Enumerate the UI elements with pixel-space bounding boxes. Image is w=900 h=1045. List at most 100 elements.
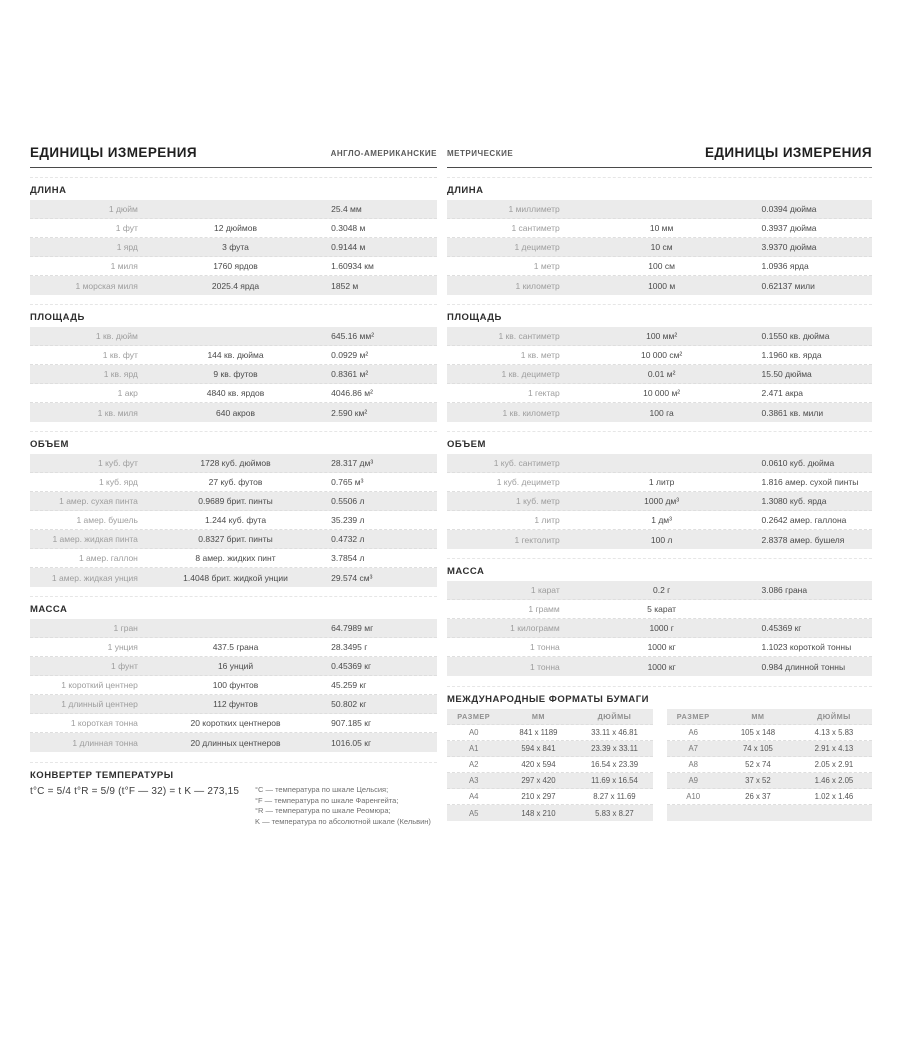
value-cell: 2.8378 амер. бушеля: [761, 534, 845, 545]
section-title: КОНВЕРТЕР ТЕМПЕРАТУРЫ: [30, 770, 174, 781]
unit-section: ПЛОЩАДЬ 1 кв. сантиметр 100 мм² 0.1550 кв. …: [447, 304, 872, 422]
page-subtitle-metric: МЕТРИЧЕСКИЕ: [447, 149, 514, 158]
unit-name-cell: 1 километр: [515, 280, 560, 291]
section-title: ПЛОЩАДЬ: [447, 312, 502, 323]
section-title: МАССА: [447, 566, 485, 577]
table-row: 1 унция 437.5 грана 28.3495 г: [30, 638, 437, 657]
conversion-cell: 1760 ярдов: [213, 261, 258, 271]
inch-cell: 8.27 x 11.69: [593, 792, 636, 801]
conversion-cell: 100 мм²: [646, 331, 678, 341]
paper-header-row: РАЗМЕР ММ ДЮЙМЫ: [447, 709, 653, 725]
temperature-note: °F — температура по шкале Фаренгейта;: [255, 795, 399, 805]
right-page-header: МЕТРИЧЕСКИЕ ЕДИНИЦЫ ИЗМЕРЕНИЯ: [447, 145, 872, 168]
unit-name-cell: 1 кв. дюйм: [95, 331, 138, 341]
table-row: 1 короткая тонна 20 коротких центнеров 907…: [30, 714, 437, 733]
table-row: 1 килограмм 1000 г 0.45369 кг: [447, 619, 872, 638]
unit-table: 1 кв. сантиметр 100 мм² 0.1550 кв. дюйма 1 …: [447, 327, 872, 422]
unit-name-cell: 1 кв. километр: [502, 407, 560, 418]
table-row: 1 километр 1000 м 0.62137 мили: [447, 276, 872, 295]
left-page: ЕДИНИЦЫ ИЗМЕРЕНИЯ АНГЛО-АМЕРИКАНСКИЕ ДЛИ…: [30, 145, 437, 827]
conversion-cell: 112 фунтов: [213, 699, 258, 709]
section-title: МАССА: [30, 604, 68, 615]
unit-name-cell: 1 сантиметр: [511, 223, 560, 233]
inch-cell: 1.02 x 1.46: [814, 792, 854, 801]
value-cell: 4046.86 м²: [331, 388, 373, 398]
value-cell: 0.1550 кв. дюйма: [761, 331, 830, 341]
table-row: 1 дюйм 25.4 мм: [30, 200, 437, 219]
unit-name-cell: 1 кв. метр: [520, 350, 560, 360]
conversion-cell: 1000 кг: [647, 642, 676, 652]
value-cell: 0.9144 м: [331, 242, 366, 252]
unit-name-cell: 1 амер. жидкая унция: [51, 572, 138, 583]
paper-table-a6-a10: РАЗМЕР ММ ДЮЙМЫ A6 105 x 148 4.13 x 5.83 A7 74 …: [666, 709, 872, 821]
mm-cell: 52 x 74: [745, 760, 771, 769]
unit-name-cell: 1 миля: [110, 261, 138, 271]
value-cell: 0.0394 дюйма: [761, 204, 817, 214]
unit-table: 1 карат 0.2 г 3.086 грана 1 грамм 5 карат 1 к…: [447, 581, 872, 676]
inch-cell: 11.69 x 16.54: [591, 776, 638, 785]
paper-header-cell: РАЗМЕР: [676, 712, 710, 721]
conversion-cell: 10 см: [650, 242, 673, 252]
inch-cell: 1.46 x 2.05: [814, 776, 854, 785]
conversion-cell: 144 кв. дюйма: [207, 350, 264, 360]
value-cell: 0.2642 амер. галлона: [761, 515, 847, 525]
unit-name-cell: 1 дециметр: [514, 242, 560, 252]
conversion-cell: 0.8327 брит. пинты: [198, 534, 273, 544]
table-row: 1 кв. дюйм 645.16 мм²: [30, 327, 437, 346]
mm-cell: 210 x 297: [521, 792, 556, 801]
conversion-cell: 1000 г: [649, 623, 674, 633]
temperature-note: °C — температура по шкале Цельсия;: [255, 785, 389, 794]
conversion-cell: 0.01 м²: [647, 369, 676, 379]
size-cell: A9: [688, 776, 698, 785]
table-row: 1 карат 0.2 г 3.086 грана: [447, 581, 872, 600]
table-row: 1 куб. фут 1728 куб. дюймов 28.317 дм³: [30, 454, 437, 473]
paper-row: A10 26 x 37 1.02 x 1.46: [666, 789, 872, 805]
temperature-note: °R — температура по шкале Реомюра;: [255, 806, 391, 815]
section-title: ОБЪЕМ: [447, 439, 486, 450]
table-row: 1 амер. галлон 8 амер. жидких пинт 3.7854 …: [30, 549, 437, 568]
conversion-cell: 16 унций: [217, 661, 254, 671]
value-cell: 1.816 амер. сухой пинты: [761, 477, 859, 487]
table-row: 1 куб. дециметр 1 литр 1.816 амер. сухой п…: [447, 473, 872, 492]
conversion-cell: 10 мм: [649, 223, 674, 233]
size-cell: A7: [688, 744, 698, 753]
paper-row: A2 420 x 594 16.54 x 23.39: [447, 757, 653, 773]
inch-cell: 2.05 x 2.91: [814, 760, 854, 769]
mm-cell: 841 x 1189: [519, 728, 558, 737]
unit-name-cell: 1 амер. бушель: [76, 515, 138, 525]
table-row: 1 миля 1760 ярдов 1.60934 км: [30, 257, 437, 276]
unit-name-cell: 1 ярд: [116, 242, 138, 252]
value-cell: 25.4 мм: [331, 204, 362, 214]
conversion-cell: 100 см: [648, 261, 675, 271]
conversion-cell: 100 фунтов: [212, 680, 259, 690]
unit-name-cell: 1 кв. миля: [97, 407, 138, 418]
temperature-notes: °C — температура по шкале Цельсия; °F — т…: [255, 785, 437, 827]
section-title: ДЛИНА: [447, 185, 484, 196]
unit-name-cell: 1 короткая тонна: [70, 718, 138, 728]
paper-row: A4 210 x 297 8.27 x 11.69: [447, 789, 653, 805]
conversion-cell: 1000 кг: [647, 661, 676, 672]
unit-name-cell: 1 кв. сантиметр: [498, 331, 560, 341]
table-row: 1 дециметр 10 см 3.9370 дюйма: [447, 238, 872, 257]
paper-header-cell: РАЗМЕР: [457, 712, 491, 721]
value-cell: 1852 м: [331, 280, 359, 291]
table-row: 1 фут 12 дюймов 0.3048 м: [30, 219, 437, 238]
table-row: 1 сантиметр 10 мм 0.3937 дюйма: [447, 219, 872, 238]
section-title: ДЛИНА: [30, 185, 67, 196]
unit-name-cell: 1 кв. ярд: [103, 369, 138, 379]
unit-table: 1 кв. дюйм 645.16 мм² 1 кв. фут 144 кв. дюй…: [30, 327, 437, 422]
section-title: ОБЪЕМ: [30, 439, 69, 450]
unit-name-cell: 1 кв. дециметр: [501, 369, 560, 379]
size-cell: A8: [688, 760, 698, 769]
temperature-note: K — температура по абсолютной шкале (Кел…: [255, 816, 431, 826]
size-cell: A6: [688, 728, 698, 737]
value-cell: 0.62137 мили: [761, 280, 815, 291]
paper-row: A8 52 x 74 2.05 x 2.91: [666, 757, 872, 773]
inch-cell: 16.54 x 23.39: [590, 760, 639, 769]
conversion-cell: 12 дюймов: [214, 223, 258, 233]
paper-row: A6 105 x 148 4.13 x 5.83: [666, 725, 872, 741]
mm-cell: 74 x 105: [742, 744, 773, 753]
paper-row: A9 37 x 52 1.46 x 2.05: [666, 773, 872, 789]
paper-row: A5 148 x 210 5.83 x 8.27: [447, 805, 653, 821]
unit-table: 1 дюйм 25.4 мм 1 фут 12 дюймов 0.3048 м 1 ярд…: [30, 200, 437, 295]
